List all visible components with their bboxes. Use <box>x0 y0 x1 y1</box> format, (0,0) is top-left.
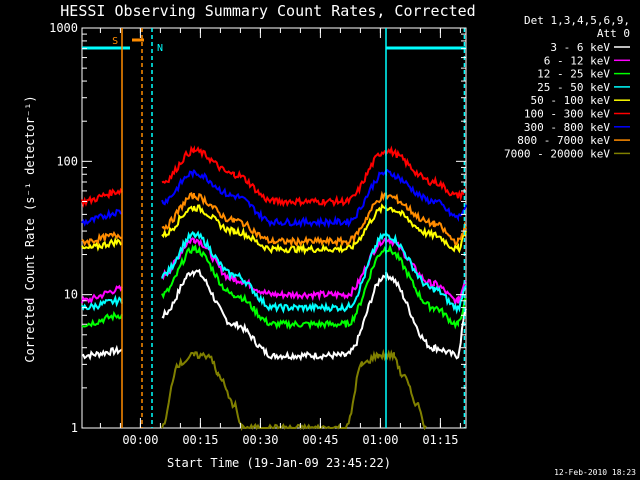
series-line-7 <box>161 190 467 248</box>
footer-date: 12-Feb-2010 18:23 <box>554 468 636 477</box>
series-line-0 <box>161 268 467 362</box>
series-line-5 <box>81 187 123 209</box>
legend-label-1: 6 - 12 keV <box>544 54 611 67</box>
y-tick-label: 1 <box>71 421 78 435</box>
legend-label-2: 12 - 25 keV <box>537 68 610 81</box>
legend-label-5: 100 - 300 keV <box>524 108 610 121</box>
series-line-4 <box>81 236 123 252</box>
x-tick-label: 01:15 <box>422 433 458 447</box>
saa-night-markers: SN <box>82 28 466 428</box>
x-tick-label: 00:00 <box>122 433 158 447</box>
legend-label-7: 800 - 7000 keV <box>517 134 610 147</box>
series-line-3 <box>81 294 123 312</box>
series-line-6 <box>161 168 467 229</box>
x-tick-label: 00:45 <box>302 433 338 447</box>
night-flag-label: N <box>157 43 163 54</box>
x-tick-label: 01:00 <box>362 433 398 447</box>
x-axis-label: Start Time (19-Jan-09 23:45:22) <box>167 456 391 470</box>
series-line-2 <box>81 310 123 328</box>
series-line-2 <box>161 243 467 331</box>
series-line-0 <box>81 344 123 361</box>
series-line-7 <box>81 230 123 247</box>
y-tick-label: 10 <box>64 288 78 302</box>
y-tick-label: 100 <box>56 154 78 168</box>
legend-header-line1: Det 1,3,4,5,6,9, <box>524 14 630 27</box>
series-line-6 <box>81 208 123 227</box>
legend-label-3: 25 - 50 keV <box>537 81 610 94</box>
axis-ticks: 1 10 100 1000 00:00 00:15 00:30 00:45 01:00 01:15 <box>49 21 466 447</box>
y-tick-label: 1000 <box>49 21 78 35</box>
x-tick-label: 00:30 <box>242 433 278 447</box>
legend-label-4: 50 - 100 keV <box>531 94 611 107</box>
legend-label-8: 7000 - 20000 keV <box>504 147 610 160</box>
chart-title: HESSI Observing Summary Count Rates, Cor… <box>60 2 475 20</box>
series-line-1 <box>81 284 123 305</box>
series-line-8 <box>161 348 427 432</box>
series-layer <box>81 145 467 432</box>
series-line-4 <box>161 203 467 256</box>
legend-label-6: 300 - 800 keV <box>524 121 610 134</box>
legend-header-line2: Att 0 <box>597 27 630 40</box>
series-line-5 <box>161 145 467 208</box>
y-axis-label: Corrected Count Rate (s⁻¹ detector⁻¹) <box>23 95 37 362</box>
legend-label-0: 3 - 6 keV <box>550 41 610 54</box>
series-line-3 <box>161 229 467 315</box>
saa-flag-label: S <box>112 36 118 47</box>
x-tick-label: 00:15 <box>182 433 218 447</box>
